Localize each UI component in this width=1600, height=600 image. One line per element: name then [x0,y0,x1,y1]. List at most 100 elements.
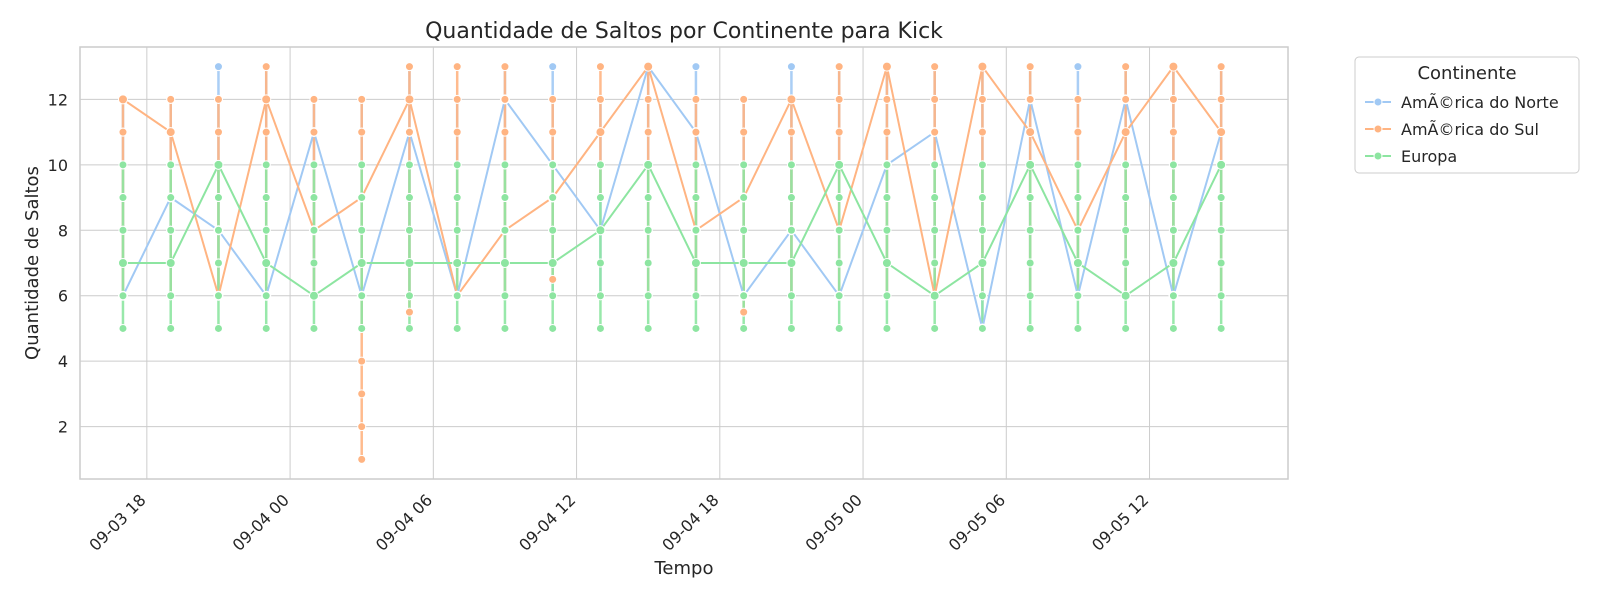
data-point [1073,94,1083,104]
data-point [595,225,606,236]
data-point [261,160,271,170]
data-point [1216,62,1226,72]
data-point [166,160,176,170]
data-point [213,225,223,235]
data-point [166,291,176,301]
data-point [739,94,749,104]
data-point [404,307,414,317]
data-point [1216,291,1226,301]
data-point [643,61,654,72]
data-point [404,323,414,333]
y-tick-label: 8 [58,221,68,240]
data-point [1216,323,1226,333]
data-point [643,323,653,333]
series-range-2 [121,164,1223,329]
data-point [118,291,128,301]
data-point [500,127,510,137]
data-point [834,291,844,301]
data-point [930,94,940,104]
data-point [548,323,558,333]
data-point [452,258,463,268]
data-point [834,94,844,104]
data-point [1168,193,1178,203]
y-tick-label: 6 [58,287,68,306]
data-point [309,160,319,170]
data-point [739,291,749,301]
data-point [1073,127,1083,137]
data-point [881,258,892,268]
data-point [452,127,462,137]
data-point [691,160,701,170]
data-point [786,258,797,268]
data-point [739,160,749,170]
data-point [118,323,128,333]
data-point [117,258,128,268]
data-point [691,225,701,235]
data-point [548,62,558,72]
data-point [404,225,414,235]
data-point [881,61,892,72]
data-point [213,291,223,301]
data-point [166,225,176,235]
data-point [930,62,940,72]
data-point [786,62,796,72]
data-point [500,193,510,203]
x-axis-label: Tempo [654,558,714,579]
data-point [261,62,271,72]
data-point [1216,225,1226,235]
data-point [643,127,653,137]
data-point [1025,258,1035,268]
data-point [1121,62,1131,72]
data-point [261,127,271,137]
data-point [357,127,367,137]
y-tick-label: 10 [48,156,68,175]
data-point [1121,323,1131,333]
data-point [595,258,605,268]
data-point [691,94,701,104]
legend-entry-label: AmÃ©rica do Sul [1401,120,1539,139]
data-point [643,258,653,268]
data-point [739,193,749,203]
data-point [595,62,605,72]
data-point [261,258,272,268]
data-point [930,193,940,203]
data-point [1168,61,1179,72]
data-point [691,127,701,137]
data-point [548,274,558,284]
data-point [452,160,462,170]
data-point [118,127,128,137]
data-point [452,193,462,203]
data-point [309,127,319,137]
data-point [643,291,653,301]
data-point [977,258,988,268]
data-point [691,323,701,333]
chart-title: Quantidade de Saltos por Continente para… [425,19,943,44]
data-point [548,160,558,170]
series-line-2 [123,162,1223,297]
data-point [1073,160,1083,170]
data-point [1216,127,1227,138]
data-point [882,127,892,137]
data-point [404,62,414,72]
data-point [213,258,223,268]
data-point [1025,225,1035,235]
data-point [500,225,510,235]
data-point [261,291,271,301]
data-point [977,94,987,104]
data-point [1121,193,1131,203]
data-point [118,193,128,203]
data-point [357,291,367,301]
data-point [595,160,605,170]
legend-swatch-marker [1373,97,1383,107]
legend-swatch-marker [1373,151,1383,161]
data-point [643,159,654,170]
series-line-1 [122,64,1223,300]
data-point [739,307,749,317]
data-point [1168,94,1178,104]
data-point [452,291,462,301]
legend-entry: AmÃ©rica do Norte [1365,93,1559,112]
data-point [834,323,844,333]
data-point [1120,290,1131,301]
